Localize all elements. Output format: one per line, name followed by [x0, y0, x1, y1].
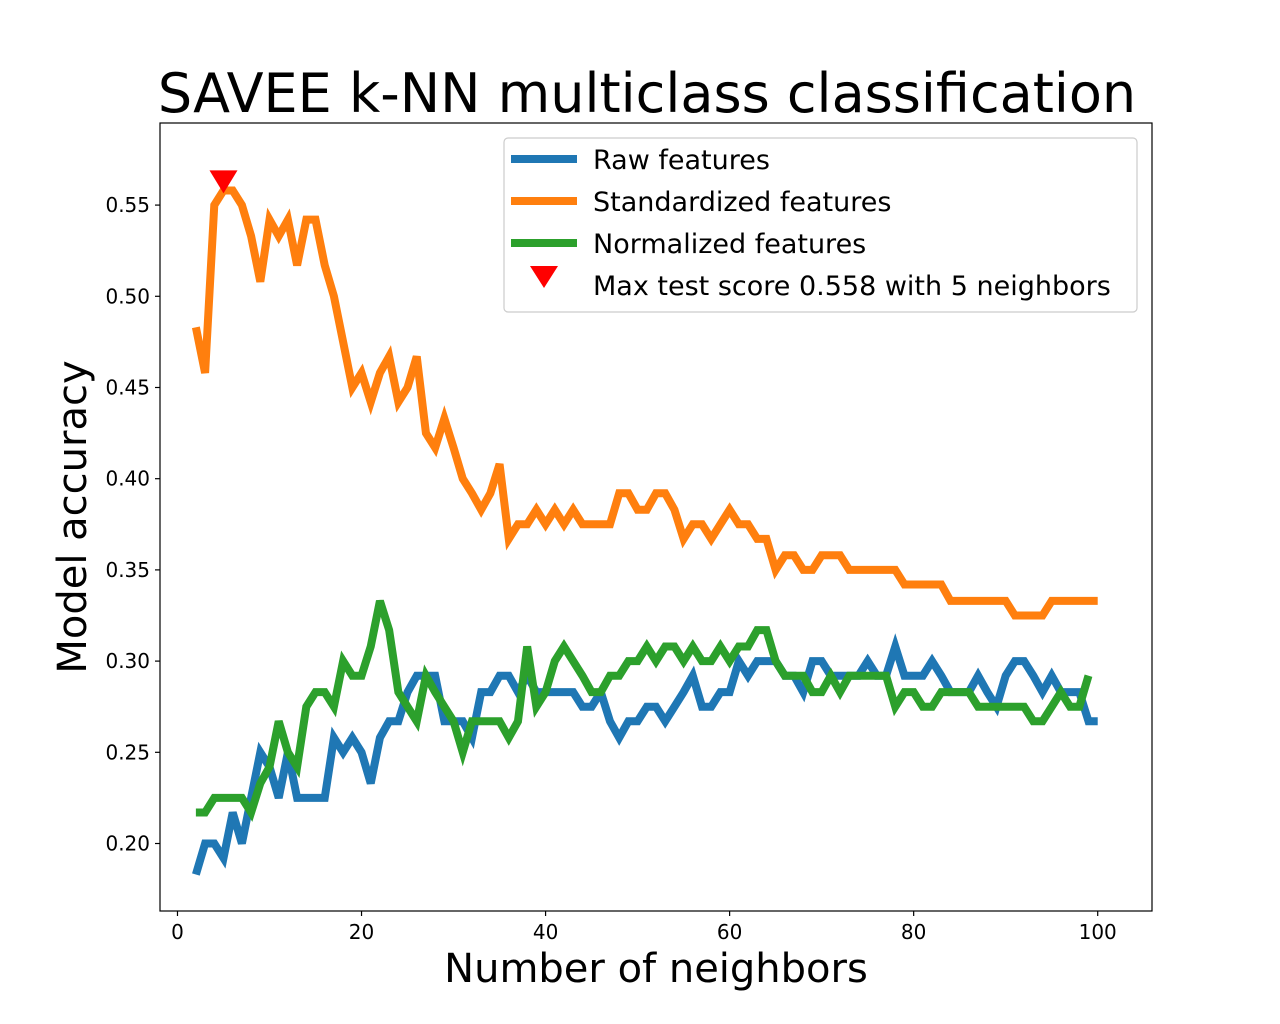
series-line-normalized: [195, 599, 1093, 822]
legend-label-standardized: Standardized features: [593, 187, 891, 218]
y-tick-label: 0.30: [105, 649, 150, 673]
x-tick-label: 80: [901, 920, 926, 944]
series-line-standardized: [191, 186, 1098, 620]
chart-title: SAVEE k-NN multiclass classification: [158, 62, 1136, 125]
legend-label-raw: Raw features: [593, 145, 770, 176]
max-score-marker: [209, 170, 238, 194]
x-tick-label: 20: [349, 920, 374, 944]
marker-layer: [209, 170, 238, 194]
x-axis-title: Number of neighbors: [444, 946, 868, 992]
x-tick-label: 0: [171, 920, 184, 944]
legend-frame: [503, 137, 1138, 313]
legend-marker-icon: [530, 266, 558, 288]
x-tick-label: 60: [717, 920, 742, 944]
x-axis-ticks: 0 20 40 60 80 100: [171, 911, 1117, 944]
y-tick-label: 0.35: [105, 558, 150, 582]
y-tick-label: 0.40: [105, 467, 150, 491]
y-axis-ticks: 0.20 0.25 0.30 0.35 0.40 0.45 0.50 0.55: [105, 193, 160, 856]
x-tick-label: 100: [1079, 920, 1117, 944]
x-tick-label: 40: [533, 920, 558, 944]
y-tick-label: 0.20: [105, 832, 150, 856]
legend-label-normalized: Normalized features: [593, 229, 866, 260]
series-layer: [191, 186, 1098, 876]
y-tick-label: 0.55: [105, 193, 150, 217]
legend: Raw features Standardized features Norma…: [503, 137, 1138, 313]
y-axis-title: Model accuracy: [50, 360, 96, 673]
series-line-raw: [192, 633, 1098, 876]
y-tick-label: 0.25: [105, 740, 150, 764]
y-tick-label: 0.50: [105, 284, 150, 308]
legend-label-marker: Max test score 0.558 with 5 neighbors: [593, 271, 1111, 302]
y-tick-label: 0.45: [105, 375, 150, 399]
